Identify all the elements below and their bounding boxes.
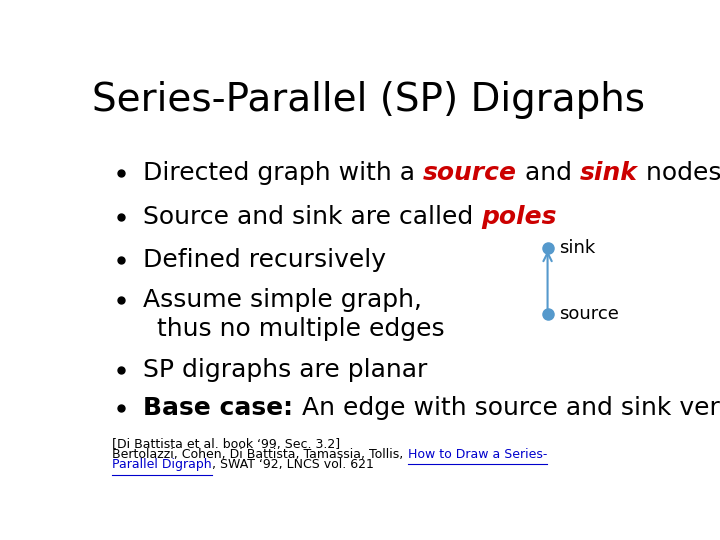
Text: Directed graph with a: Directed graph with a bbox=[143, 161, 423, 185]
Text: SP digraphs are planar: SP digraphs are planar bbox=[143, 359, 428, 382]
Text: Source and sink are called: Source and sink are called bbox=[143, 205, 481, 228]
Text: Assume simple graph,: Assume simple graph, bbox=[143, 288, 422, 312]
Text: Defined recursively: Defined recursively bbox=[143, 248, 386, 272]
Text: Base case:: Base case: bbox=[143, 396, 302, 420]
Text: source: source bbox=[423, 161, 517, 185]
Text: Series-Parallel (SP) Digraphs: Series-Parallel (SP) Digraphs bbox=[92, 81, 646, 119]
Text: How to Draw a Series-: How to Draw a Series- bbox=[408, 448, 547, 461]
Text: and: and bbox=[517, 161, 580, 185]
Text: , SWAT ‘92, LNCS vol. 621: , SWAT ‘92, LNCS vol. 621 bbox=[212, 458, 374, 471]
Text: Parallel Digraph: Parallel Digraph bbox=[112, 458, 212, 471]
Text: source: source bbox=[559, 305, 618, 323]
Text: poles: poles bbox=[481, 205, 557, 228]
Text: [Di Battista et al. book ‘99, Sec. 3.2]: [Di Battista et al. book ‘99, Sec. 3.2] bbox=[112, 437, 341, 450]
Text: sink: sink bbox=[580, 161, 638, 185]
Text: Bertolazzi, Cohen, Di Battista, Tamassia, Tollis,: Bertolazzi, Cohen, Di Battista, Tamassia… bbox=[112, 448, 408, 461]
Text: sink: sink bbox=[559, 239, 595, 256]
Text: thus no multiple edges: thus no multiple edges bbox=[157, 317, 444, 341]
Text: An edge with source and sink vertices: An edge with source and sink vertices bbox=[302, 396, 720, 420]
Text: nodes: nodes bbox=[638, 161, 720, 185]
